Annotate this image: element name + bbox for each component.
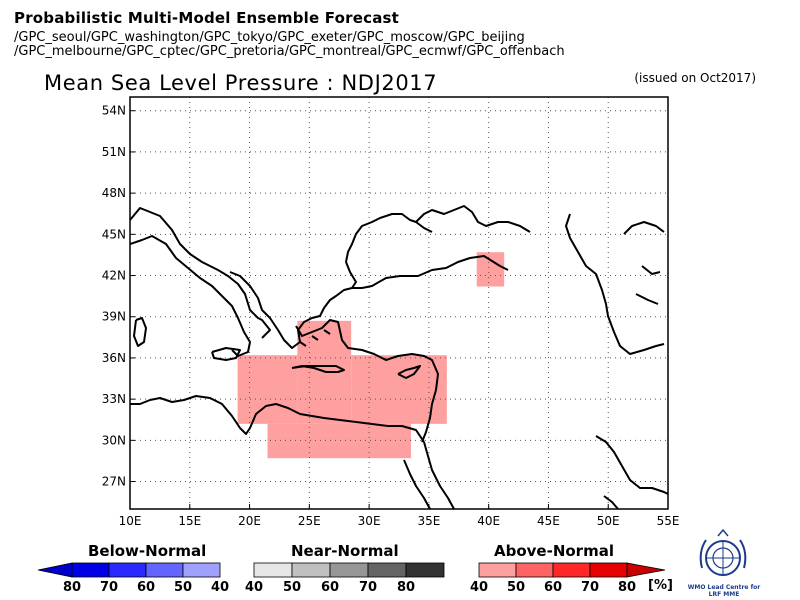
- centres-line-2: /GPC_melbourne/GPC_cptec/GPC_pretoria/GP…: [14, 44, 565, 59]
- coastline-red-sea: [403, 441, 455, 509]
- coastline-turkey-south: [295, 319, 439, 443]
- coastline-turkey-north: [352, 255, 509, 289]
- coastline-balkans: [229, 213, 433, 349]
- lon-tick-label: 35E: [417, 514, 440, 528]
- legend-units: [%]: [648, 578, 673, 593]
- legend-above-title: Above-Normal: [494, 542, 614, 560]
- forecast-title: Probabilistic Multi-Model Ensemble Forec…: [14, 9, 400, 27]
- legend-near-swatch: [367, 562, 407, 578]
- coastline-caspian-west: [565, 213, 665, 355]
- legend-near-label: 80: [396, 580, 416, 595]
- legend-below-swatch: [108, 562, 147, 578]
- coastline-north-africa: [130, 395, 425, 443]
- legend-below-label: 60: [136, 580, 156, 595]
- map-title: Mean Sea Level Pressure : NDJ2017: [44, 71, 438, 95]
- coastline-caspian-east: [623, 221, 665, 305]
- coastline-crimea: [415, 205, 531, 233]
- legend-below-label: 70: [99, 580, 119, 595]
- lat-tick-label: 48N: [102, 186, 126, 200]
- lon-tick-label: 10E: [119, 514, 142, 528]
- legend-above-label: 70: [580, 580, 600, 595]
- coastline-sicily: [211, 347, 241, 361]
- legend-above-swatch: [478, 562, 517, 578]
- coastlines: [130, 205, 668, 509]
- above-normal-region: [267, 423, 411, 459]
- lat-tick-label: 54N: [102, 104, 126, 118]
- legend-above-swatch: [515, 562, 554, 578]
- above-normal-region: [476, 252, 505, 287]
- legend-below-swatch: [182, 562, 221, 578]
- coastline-aegean-islands: [299, 329, 331, 347]
- above-normal-region: [351, 355, 447, 424]
- longitude-tick-labels: 10E 15E 20E 25E 30E 35E 40E 45E 50E 55E: [119, 504, 680, 528]
- lat-tick-label: 39N: [102, 310, 126, 324]
- coastline-cyprus: [397, 365, 421, 379]
- lon-tick-label: 55E: [657, 514, 680, 528]
- issued-date: (issued on Oct2017): [634, 71, 756, 85]
- legend-above-swatch: [589, 562, 628, 578]
- lat-tick-label: 51N: [102, 145, 126, 159]
- lon-tick-label: 30E: [358, 514, 381, 528]
- wmo-logo-icon: [699, 528, 747, 576]
- legend-below-title: Below-Normal: [88, 542, 207, 560]
- map-grid: [130, 97, 668, 509]
- coastline-italy-tyrrhenian: [130, 235, 251, 357]
- coastline-crete: [291, 365, 345, 373]
- legend-near-title: Near-Normal: [291, 542, 399, 560]
- legend-near-label: 70: [358, 580, 378, 595]
- logo-caption: WMO Lead Centre for LRF MME: [687, 584, 761, 598]
- probability-regions: [237, 252, 505, 459]
- legend-above-label: 80: [617, 580, 637, 595]
- legend-near-label: 50: [282, 580, 302, 595]
- legend-above-label: 40: [469, 580, 489, 595]
- legend-above-label: 50: [506, 580, 526, 595]
- coastline-arabia: [595, 435, 668, 509]
- legend-below-swatch: [145, 562, 184, 578]
- lon-tick-label: 15E: [178, 514, 201, 528]
- lat-tick-label: 42N: [102, 269, 126, 283]
- lat-tick-label: 30N: [102, 433, 126, 447]
- lat-tick-label: 33N: [102, 392, 126, 406]
- map-frame: [129, 96, 669, 510]
- lon-tick-label: 25E: [298, 514, 321, 528]
- legend-near-swatch: [253, 562, 293, 578]
- lon-tick-label: 40E: [477, 514, 500, 528]
- legend-below-label: 80: [62, 580, 82, 595]
- above-normal-region: [237, 355, 298, 424]
- legend-near-swatch: [329, 562, 369, 578]
- coastline-italy-adriatic: [130, 207, 271, 339]
- lon-tick-label: 20E: [238, 514, 261, 528]
- legend-above-swatch: [552, 562, 591, 578]
- legend-below-label: 40: [210, 580, 230, 595]
- legend-above-label: 60: [543, 580, 563, 595]
- legend-above-swatch: [626, 562, 666, 578]
- legend-below-swatch: [71, 562, 110, 578]
- centres-line-1: /GPC_seoul/GPC_washington/GPC_tokyo/GPC_…: [14, 30, 525, 45]
- lat-tick-label: 36N: [102, 351, 126, 365]
- lon-tick-label: 50E: [597, 514, 620, 528]
- coastline-sardinia: [133, 317, 147, 347]
- legend-near-label: 60: [320, 580, 340, 595]
- lat-tick-label: 45N: [102, 227, 126, 241]
- legend-near-swatch: [405, 562, 445, 578]
- latitude-tick-labels: 27N 30N 33N 36N 39N 42N 45N 48N 51N 54N: [102, 104, 135, 489]
- legend-near-label: 40: [244, 580, 264, 595]
- lat-tick-label: 27N: [102, 475, 126, 489]
- legend-below-swatch: [37, 562, 73, 578]
- legend-colorbars: [37, 562, 666, 578]
- lon-tick-label: 45E: [537, 514, 560, 528]
- legend-near-swatch: [291, 562, 331, 578]
- legend-below-label: 50: [173, 580, 193, 595]
